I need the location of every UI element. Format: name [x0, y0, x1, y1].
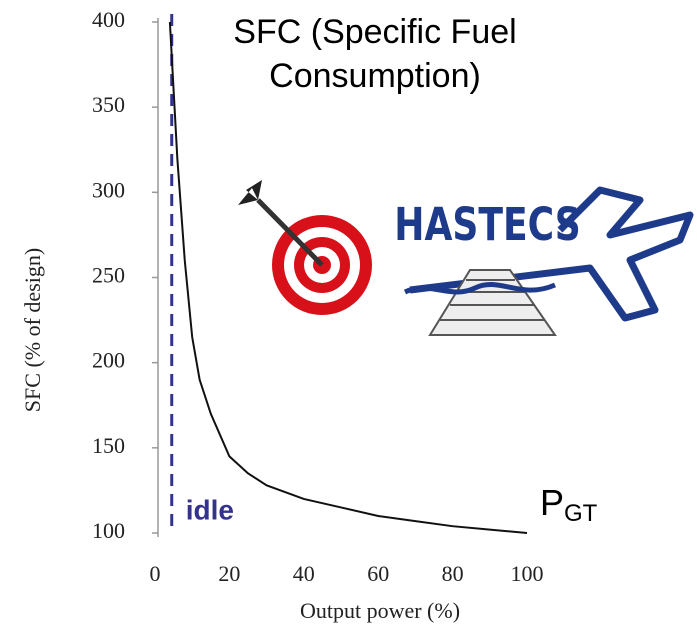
y-tick-label: 400 [92, 7, 125, 32]
chart-title: SFC (Specific Fuel Consumption) [233, 13, 517, 95]
y-tick-label: 350 [92, 92, 125, 117]
power-label-sub: GT [564, 500, 598, 527]
x-axis-title: Output power (%) [300, 598, 460, 623]
y-tick-label: 300 [92, 177, 125, 202]
y-tick-label: 150 [92, 433, 125, 458]
power-label-main: P [540, 482, 564, 523]
logo-graphic [403, 186, 694, 336]
x-tick-label: 0 [150, 561, 161, 586]
logo-text: HASTECS [394, 198, 581, 251]
y-axis-title: SFC (% of design) [20, 248, 45, 412]
y-tick-label: 200 [92, 348, 125, 373]
y-tick-label: 250 [92, 263, 125, 288]
idle-label: idle [186, 494, 234, 525]
x-tick-label: 80 [442, 561, 464, 586]
x-tick-label: 20 [218, 561, 240, 586]
line [168, 21, 528, 534]
x-tick-label: 100 [511, 561, 544, 586]
x-tick-label: 40 [293, 561, 315, 586]
target-icon [238, 180, 372, 315]
power-label: PGT [540, 482, 598, 528]
x-tick-label: 60 [367, 561, 389, 586]
y-tick-label: 100 [92, 518, 125, 543]
